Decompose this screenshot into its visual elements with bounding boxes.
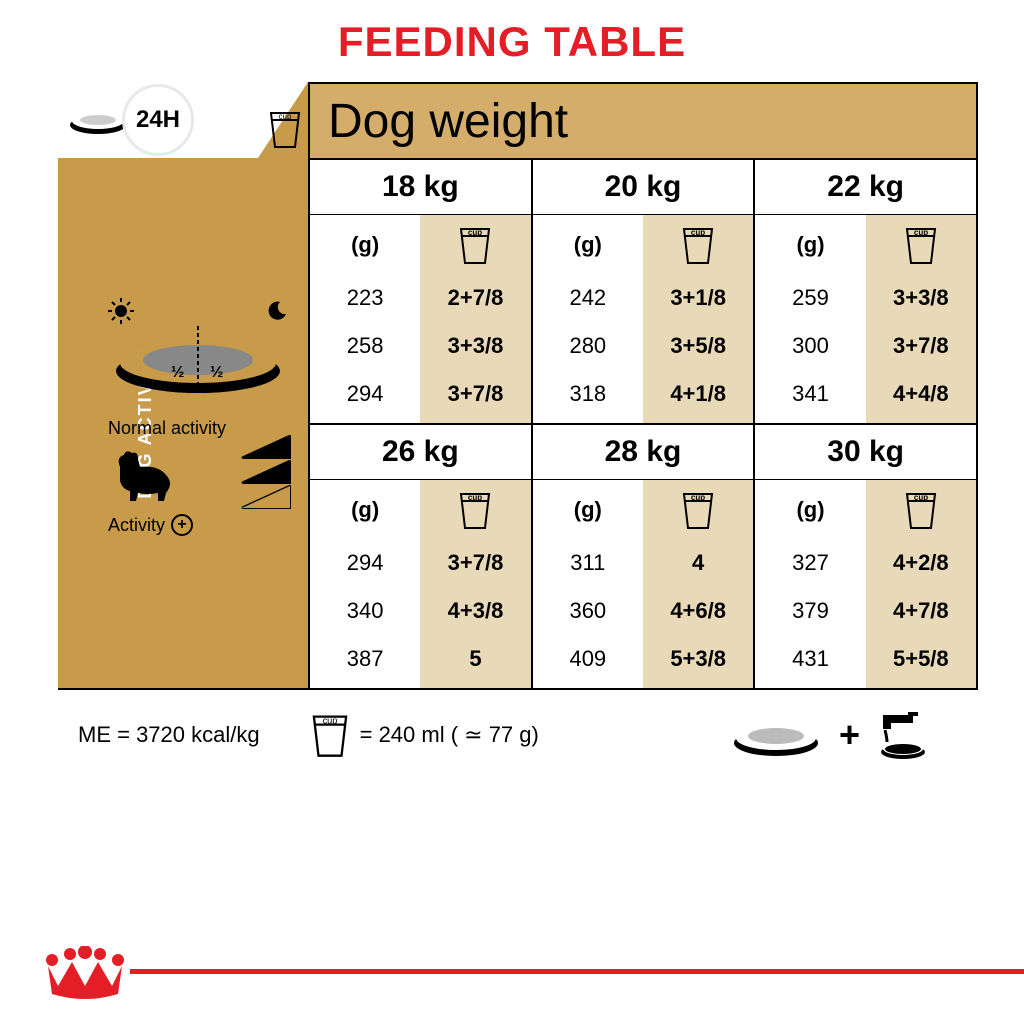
cup-icon: cup: [268, 109, 302, 149]
clock-icon: 24H: [122, 84, 194, 156]
weight-header: 20 kg: [531, 158, 754, 214]
split-bowl-icon: ½ ½: [108, 316, 288, 396]
plus-icon: +: [839, 714, 860, 756]
svg-text:½: ½: [210, 364, 223, 381]
bowl-split-diagram: ½ ½: [108, 298, 288, 401]
faucet-water-icon: [878, 710, 938, 760]
footer: ME = 3720 kcal/kg cup = 240 ml ( ≃ 77 g)…: [58, 690, 978, 760]
data-cell: (g) 242 280 318 cup 3+1/8 3+5/8 4+1/8: [531, 214, 754, 423]
data-cell: (g) 327 379 431 cup 4+2/8 4+7/8 5+5/8: [753, 479, 976, 688]
svg-text:cup: cup: [914, 228, 928, 237]
svg-text:cup: cup: [468, 493, 482, 502]
weight-header: 26 kg: [308, 423, 531, 479]
data-cell: (g) 223 258 294 cup 2+7/8 3+3/8 3+7/8: [308, 214, 531, 423]
feeding-table: 24H cup Dog weight DOG ACTIVITY: [58, 82, 978, 760]
weight-header: 22 kg: [753, 158, 976, 214]
weight-header: 28 kg: [531, 423, 754, 479]
unit-grams: (g): [351, 227, 379, 263]
activity-level-triangles: [242, 436, 290, 508]
svg-text:cup: cup: [691, 228, 705, 237]
cup-icon: cup: [310, 712, 350, 758]
data-cell: (g) 294 340 387 cup 3+7/8 4+3/8 5: [308, 479, 531, 688]
bowl-icon: [731, 713, 821, 757]
unit-cup: cup: [458, 227, 492, 263]
page-title: FEEDING TABLE: [0, 0, 1024, 78]
weight-header: 18 kg: [308, 158, 531, 214]
svg-text:½: ½: [171, 364, 184, 381]
top-left-corner: 24H cup: [58, 82, 308, 158]
brand-red-bar: [40, 969, 1024, 974]
svg-text:cup: cup: [914, 493, 928, 502]
clock-label: 24H: [136, 106, 180, 134]
cup-equals: = 240 ml ( ≃ 77 g): [360, 722, 539, 748]
plus-icon: +: [171, 514, 193, 536]
activity-sidebar: DOG ACTIVITY: [58, 158, 308, 690]
svg-text:cup: cup: [691, 493, 705, 502]
svg-text:cup: cup: [322, 716, 337, 726]
dog-silhouette-icon: [108, 445, 178, 505]
svg-text:cup: cup: [468, 228, 482, 237]
me-value: ME = 3720 kcal/kg: [78, 722, 260, 748]
data-cell: (g) 259 300 341 cup 3+3/8 3+7/8 4+4/8: [753, 214, 976, 423]
data-cell: (g) 311 360 409 cup 4 4+6/8 5+3/8: [531, 479, 754, 688]
feeding-data-grid: 18 kg 20 kg 22 kg (g) 223 258 294 cup 2+…: [308, 158, 978, 690]
weight-header: 30 kg: [753, 423, 976, 479]
bowl-icon: [68, 105, 128, 135]
dog-weight-header: Dog weight: [308, 82, 978, 158]
crown-logo-icon: [40, 946, 130, 1006]
activity-label: Activity: [108, 515, 165, 536]
svg-text:cup: cup: [279, 112, 292, 121]
